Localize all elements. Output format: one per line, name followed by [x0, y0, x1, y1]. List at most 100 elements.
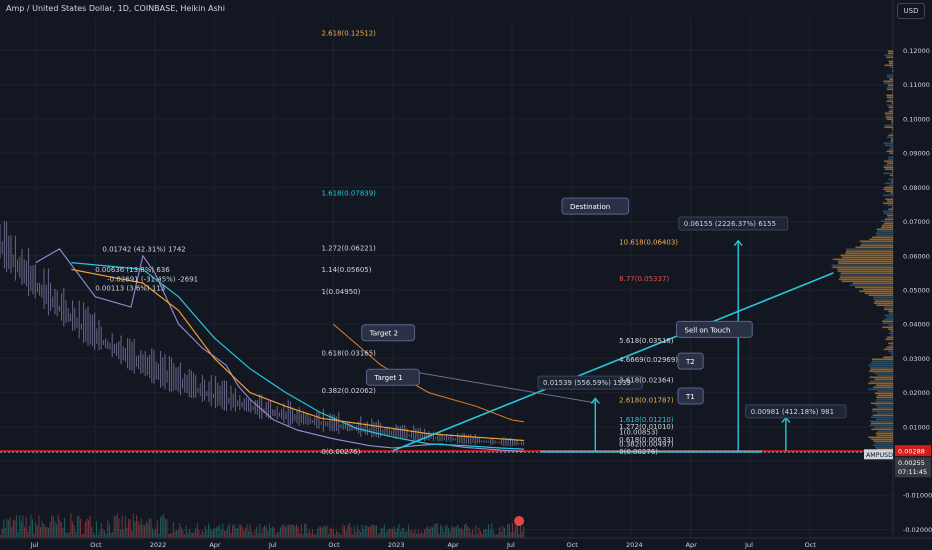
volume-bar	[192, 532, 194, 538]
volume-bar	[217, 526, 219, 538]
fib-label: 10.618(0.06403)	[619, 238, 678, 246]
volume-bar	[488, 524, 490, 538]
volume-profile-bar	[875, 404, 893, 407]
volume-bar	[299, 533, 301, 538]
volume-bar	[324, 526, 326, 538]
volume-bar	[361, 524, 363, 538]
volume-bar	[126, 527, 128, 538]
volume-bar	[360, 531, 362, 538]
volume-profile-bar	[883, 160, 893, 163]
volume-profile-bar	[888, 178, 893, 181]
y-tick-label: 0.09000	[903, 150, 930, 158]
volume-bar	[198, 530, 200, 538]
volume-profile-bar	[838, 278, 893, 281]
volume-profile-bar	[832, 258, 893, 261]
volume-bar	[315, 533, 317, 538]
fib-label: 0(0.00276)	[619, 448, 658, 456]
volume-profile-bar	[884, 168, 893, 171]
volume-bar	[347, 525, 349, 538]
x-tick-label: Apr	[686, 541, 698, 549]
y-tick-label: 0.06000	[903, 252, 930, 260]
volume-bar	[201, 530, 203, 538]
volume-profile-bar	[873, 372, 893, 375]
volume-profile-bar	[891, 102, 893, 105]
volume-profile-bar	[891, 354, 893, 357]
volume-bar	[235, 527, 237, 538]
volume-profile-bar	[888, 312, 893, 315]
breakout-trendline	[392, 272, 834, 452]
volume-bar	[224, 530, 226, 538]
volume-profile-bar	[876, 304, 893, 307]
volume-profile-bar	[884, 64, 893, 67]
volume-bar	[139, 524, 141, 538]
price-tag-level	[895, 445, 931, 457]
callout-label: Target 1	[374, 374, 403, 382]
volume-profile-bar	[877, 230, 893, 233]
x-tick-label: 2023	[388, 541, 405, 549]
volume-profile-bar	[890, 192, 893, 195]
volume-profile-bar	[883, 142, 893, 145]
measure-label: 0.01539 (556.59%) 1539	[543, 379, 631, 387]
volume-profile-bar	[876, 234, 893, 237]
volume-bar	[419, 533, 421, 538]
volume-bar	[161, 515, 163, 538]
volume-profile-bar	[876, 412, 893, 415]
volume-profile-bar	[877, 390, 893, 393]
volume-bar	[265, 525, 267, 538]
volume-bar	[172, 521, 174, 538]
volume-profile-bar	[859, 240, 893, 243]
volume-profile-bar	[886, 74, 893, 77]
price-tag-last	[895, 457, 931, 478]
volume-bar	[484, 528, 486, 538]
volume-profile-bar	[859, 290, 893, 293]
x-tick-label: Jul	[30, 541, 39, 549]
volume-profile-bar	[871, 428, 893, 431]
volume-bar	[81, 534, 83, 538]
volume-bar	[483, 529, 485, 538]
x-tick-label: Oct	[805, 541, 817, 549]
volume-bar	[107, 519, 109, 538]
projection-line	[404, 369, 596, 404]
volume-profile-bar	[874, 426, 893, 429]
volume-profile-bar	[888, 332, 893, 335]
volume-bar	[249, 524, 251, 538]
volume-bar	[94, 534, 96, 538]
volume-profile-bar	[883, 212, 893, 215]
volume-bar	[272, 526, 274, 538]
volume-bar	[51, 515, 53, 538]
volume-profile-bar	[855, 286, 893, 289]
volume-bar	[259, 523, 261, 538]
volume-bar	[457, 524, 459, 538]
fib-label: 2.618(0.01787)	[619, 396, 674, 404]
volume-bar	[140, 518, 142, 538]
volume-bar	[16, 515, 18, 538]
volume-bar	[368, 526, 370, 538]
volume-bar	[502, 525, 504, 538]
volume-bar	[30, 514, 32, 538]
volume-bar	[187, 533, 189, 538]
fib-label: 1.272(0.06221)	[321, 245, 376, 253]
callout-label: Target 2	[369, 330, 398, 338]
volume-bar	[387, 529, 389, 538]
volume-bar	[193, 531, 195, 538]
volume-profile-bar	[891, 120, 893, 123]
volume-bar	[438, 533, 440, 538]
volume-profile-bar	[883, 356, 893, 359]
volume-bar	[264, 525, 266, 538]
volume-profile-bar	[892, 70, 893, 73]
volume-profile-bar	[860, 244, 893, 247]
volume-bar	[78, 515, 80, 538]
volume-profile-bar	[886, 316, 893, 319]
volume-bar	[222, 523, 224, 538]
volume-bar	[422, 533, 424, 538]
volume-bar	[462, 529, 464, 538]
volume-bar	[1, 528, 3, 538]
volume-bar	[275, 534, 277, 538]
volume-bar	[408, 524, 410, 538]
volume-bar	[337, 532, 339, 538]
fib-label: 1.618(0.07839)	[321, 189, 376, 197]
currency-button[interactable]: USD	[897, 3, 925, 19]
symbol-label: AMPUSD	[866, 452, 893, 459]
volume-bar	[54, 521, 56, 538]
